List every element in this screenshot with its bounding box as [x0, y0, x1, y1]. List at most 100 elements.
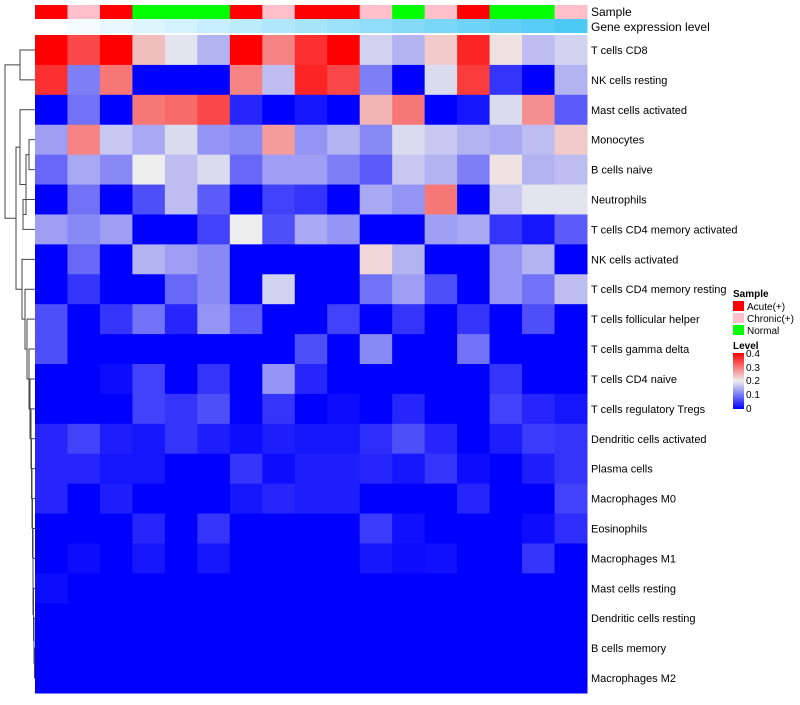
heatmap-cell — [197, 214, 231, 245]
heatmap-cell — [392, 423, 426, 455]
heatmap-cell — [132, 453, 166, 485]
heatmap-cell — [99, 393, 133, 425]
heatmap-cell — [35, 543, 68, 574]
heatmap-cell — [197, 393, 231, 425]
gene-expression-annotation-cell — [262, 19, 296, 33]
heatmap-cell — [132, 633, 166, 664]
heatmap-cell — [424, 35, 458, 66]
heatmap-cell — [392, 364, 426, 395]
heatmap-cell — [99, 423, 133, 455]
dendrogram-branch — [19, 109, 35, 186]
heatmap-cell — [489, 633, 523, 664]
heatmap-cell — [35, 35, 68, 66]
heatmap-cell — [229, 483, 263, 515]
sample-annotation-cell — [35, 5, 68, 19]
legend-tick: 0.1 — [746, 390, 760, 401]
row-label: T cells follicular helper — [591, 314, 700, 326]
heatmap-cell — [522, 393, 556, 425]
heatmap-cell — [294, 364, 328, 395]
heatmap-cell — [197, 513, 231, 544]
heatmap-cell — [99, 573, 133, 604]
heatmap-cell — [457, 304, 491, 335]
legend-level-colorbar — [733, 353, 744, 409]
heatmap-cell — [164, 393, 198, 425]
heatmap-cell — [229, 393, 263, 425]
heatmap-cell — [327, 304, 361, 335]
heatmap-cell — [164, 214, 198, 245]
heatmap-cell — [489, 64, 523, 96]
heatmap-cell — [489, 214, 523, 245]
heatmap-cell — [392, 154, 426, 186]
heatmap-cell — [67, 663, 101, 694]
heatmap-cell — [132, 603, 166, 634]
heatmap-cell — [197, 334, 231, 365]
sample-annotation-cell — [457, 5, 491, 19]
heatmap-cell — [67, 334, 101, 365]
sample-annotation-cell — [359, 5, 393, 19]
heatmap-cell — [99, 64, 133, 96]
heatmap-cell — [229, 244, 263, 275]
heatmap-cell — [424, 543, 458, 574]
heatmap-cell — [132, 304, 166, 335]
row-label: T cells CD4 memory resting — [591, 284, 727, 296]
heatmap-cell — [359, 154, 393, 186]
heatmap-cell — [99, 94, 133, 126]
heatmap-cell — [197, 244, 231, 275]
gene-expression-annotation-cell — [67, 19, 101, 33]
heatmap-cell — [229, 154, 263, 186]
heatmap-cell — [294, 304, 328, 335]
heatmap-cell — [35, 334, 68, 365]
dendrogram-branch — [32, 557, 35, 615]
heatmap-cell — [554, 304, 588, 335]
heatmap-cell — [424, 633, 458, 664]
heatmap-cell — [489, 35, 523, 66]
heatmap-cell — [197, 274, 231, 305]
heatmap-cell — [489, 453, 523, 485]
legend-swatch-acute — [733, 301, 744, 311]
heatmap-cell — [424, 663, 458, 694]
heatmap-cell — [294, 603, 328, 634]
heatmap-cell — [197, 423, 231, 455]
heatmap-cell — [327, 364, 361, 395]
heatmap-cell — [424, 483, 458, 515]
heatmap-cell — [35, 603, 68, 634]
heatmap-cell — [554, 35, 588, 66]
heatmap-cell — [67, 364, 101, 395]
heatmap-cell — [164, 663, 198, 694]
heatmap-cell — [229, 124, 263, 156]
heatmap-cell — [327, 334, 361, 365]
heatmap-cell — [67, 35, 101, 66]
row-label: Dendritic cells activated — [591, 434, 707, 446]
heatmap-cell — [359, 663, 393, 694]
gene-expression-annotation-cell — [457, 19, 491, 33]
heatmap-cell — [392, 633, 426, 664]
heatmap-cell — [457, 64, 491, 96]
heatmap-cell — [327, 633, 361, 664]
sample-annotation-cell — [262, 5, 296, 19]
heatmap-cell — [99, 304, 133, 335]
heatmap-cell — [294, 453, 328, 485]
heatmap-cell — [489, 274, 523, 305]
gene-expression-annotation-cell — [197, 19, 231, 33]
heatmap-cell — [554, 94, 588, 126]
heatmap-cell — [327, 393, 361, 425]
heatmap-cell — [67, 543, 101, 574]
heatmap-cell — [359, 64, 393, 96]
heatmap-cell — [164, 453, 198, 485]
heatmap-cell — [35, 274, 68, 305]
heatmap-cell — [164, 483, 198, 515]
heatmap-cell — [197, 633, 231, 664]
heatmap-cell — [457, 633, 491, 664]
heatmap-cell — [197, 453, 231, 485]
annotation-label-gene: Gene expression level — [591, 20, 710, 34]
row-label: B cells memory — [591, 643, 667, 655]
heatmap-cell — [67, 94, 101, 126]
gene-expression-annotation-cell — [164, 19, 198, 33]
heatmap-cell — [294, 543, 328, 574]
legend-tick: 0.2 — [746, 376, 760, 387]
legend-tick: 0 — [746, 404, 752, 415]
heatmap-cell — [132, 94, 166, 126]
heatmap-cell — [359, 304, 393, 335]
heatmap-cell — [522, 573, 556, 604]
heatmap-cell — [294, 573, 328, 604]
